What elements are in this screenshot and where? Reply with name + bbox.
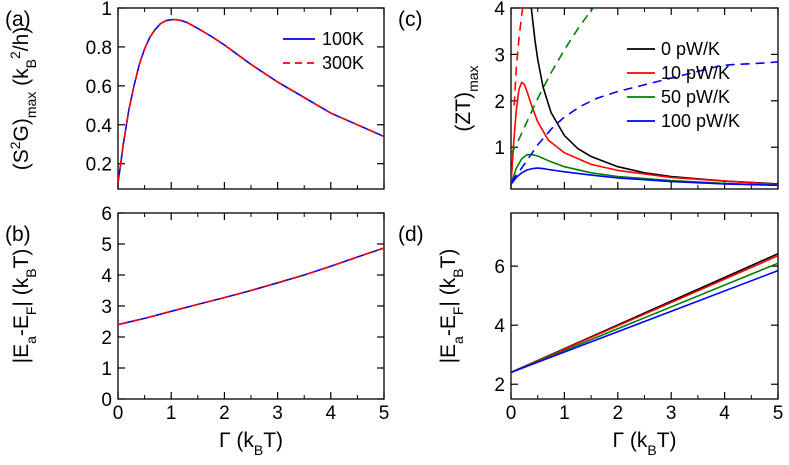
x-tick-label: 4 <box>719 403 730 424</box>
legend: 0 pW/K 10 pW/K 50 pW/K 100 pW/K <box>627 39 740 131</box>
series-group <box>118 18 384 184</box>
series-line-50-pw-k-dashed <box>511 8 595 155</box>
y-tick-label: 0.6 <box>86 77 112 98</box>
x-tick-label: 0 <box>113 403 124 424</box>
y-axis-title: |Ea-EF| (kBT) <box>437 249 466 364</box>
y-tick-label: 1 <box>101 359 112 380</box>
x-tick-label: 1 <box>166 403 177 424</box>
legend-label: 50 pW/K <box>661 87 730 107</box>
y-tick-label: 2 <box>494 92 505 113</box>
panel-label: (b) <box>5 223 31 246</box>
panel-d: 0 1 2 3 4 5 2 4 6 Γ (kBT) |Ea-EF| (kBT) (d) <box>398 212 784 458</box>
x-tick-label: 2 <box>219 403 230 424</box>
y-axis-title: (ZT)max <box>452 65 481 131</box>
y-tick-label: 0.4 <box>86 116 113 137</box>
series-group <box>118 247 384 326</box>
x-tick-label: 3 <box>272 403 283 424</box>
legend-label: 10 pW/K <box>661 63 730 83</box>
x-tick-label: 1 <box>559 403 570 424</box>
panel-label: (c) <box>398 8 423 31</box>
y-tick-label: 1 <box>101 0 112 20</box>
y-tick-label: 0.2 <box>86 155 112 176</box>
y-tick-label: 0.8 <box>86 38 112 59</box>
series-line-100k <box>118 247 384 326</box>
legend-label: 0 pW/K <box>661 39 720 59</box>
x-tick-label: 4 <box>326 403 337 424</box>
y-tick-label: 4 <box>494 0 505 20</box>
series-line-10-pw-k <box>511 255 778 374</box>
y-tick-label: 3 <box>101 297 112 318</box>
panel-label: (a) <box>5 8 31 31</box>
y-tick-label: 2 <box>494 375 505 396</box>
y-tick-label: 4 <box>101 266 112 287</box>
panel-a: 0.2 0.4 0.6 0.8 1 (S2G)max (kB2/h)(a) 100K 300K <box>5 0 385 190</box>
y-tick-label: 0 <box>101 390 112 411</box>
series-line-100-pw-k <box>511 167 778 187</box>
series-group <box>511 252 778 374</box>
y-tick-label: 1 <box>494 138 505 159</box>
series-line-100-pw-k <box>511 269 778 374</box>
legend-label: 100K <box>322 29 364 49</box>
series-line-10-pw-k <box>511 81 778 186</box>
series-line-10-pw-k-dashed <box>513 8 524 106</box>
x-tick-label: 3 <box>666 403 677 424</box>
series-group <box>511 8 778 187</box>
panel-label: (d) <box>398 223 424 246</box>
series-line-100-pw-k-dashed <box>511 61 778 183</box>
series-line-300k <box>118 247 384 326</box>
y-tick-label: 6 <box>101 204 112 225</box>
legend-label: 300K <box>322 53 364 73</box>
y-tick-label: 4 <box>494 316 505 337</box>
plot-frame <box>117 212 385 400</box>
y-axis-title: (S2G)max (kB2/h) <box>7 27 39 171</box>
legend: 100K 300K <box>283 29 364 73</box>
x-tick-label: 2 <box>613 403 624 424</box>
x-tick-label: 5 <box>773 403 784 424</box>
series-line-50-pw-k <box>511 153 778 187</box>
panel-b: 0 1 2 3 4 5 0 1 2 3 4 5 6 Γ (kBT) |Ea-EF| (kBT) (b) <box>5 204 389 458</box>
x-axis-title: Γ (kBT) <box>612 429 676 458</box>
y-tick-label: 5 <box>101 235 112 256</box>
y-axis-title: |Ea-EF| (kBT) <box>10 249 39 364</box>
x-axis-title: Γ (kBT) <box>219 429 283 458</box>
y-tick-label: 2 <box>101 328 112 349</box>
series-line-50-pw-k <box>511 262 778 374</box>
series-line-0-pw-k <box>530 8 778 185</box>
panel-c: 1 2 3 4 (ZT)max (c) 0 pW/K 10 pW/K 50 pW/K 100 pW… <box>398 0 779 190</box>
y-tick-label: 3 <box>494 45 505 66</box>
plot-frame <box>510 212 779 400</box>
y-tick-label: 6 <box>494 257 505 278</box>
x-tick-label: 0 <box>506 403 517 424</box>
x-tick-label: 5 <box>379 403 390 424</box>
panels-layer: 0.2 0.4 0.6 0.8 1 (S2G)max (kB2/h)(a) 100K 300K… <box>5 0 783 458</box>
legend-label: 100 pW/K <box>661 111 740 131</box>
series-line-300k <box>118 18 384 184</box>
